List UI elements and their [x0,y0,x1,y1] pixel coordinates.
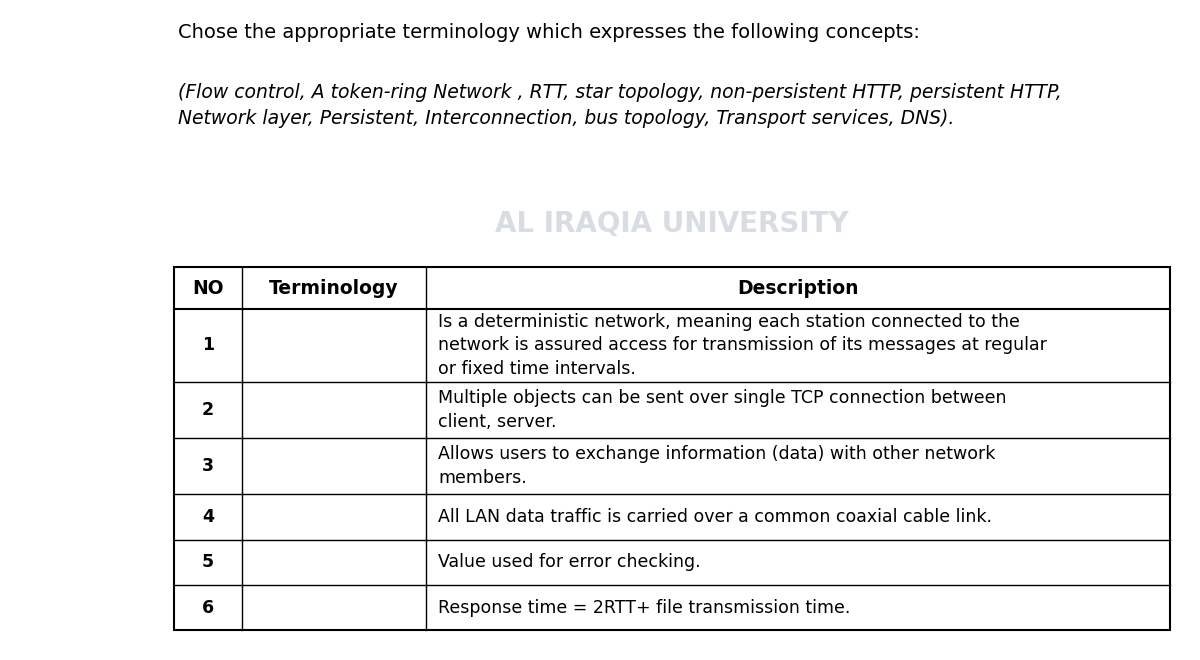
Text: 3: 3 [202,457,214,475]
Text: 6: 6 [202,599,214,616]
Bar [174,267,1170,630]
Text: Terminology: Terminology [269,279,398,298]
Text: All LAN data traffic is carried over a common coaxial cable link.: All LAN data traffic is carried over a c… [438,508,992,526]
Text: Chose the appropriate terminology which expresses the following concepts:: Chose the appropriate terminology which … [178,23,919,42]
Text: Multiple objects can be sent over single TCP connection between
client, server.: Multiple objects can be sent over single… [438,389,1007,430]
Text: Value used for error checking.: Value used for error checking. [438,553,701,572]
Text: 5: 5 [202,553,214,572]
Text: AL IRAQIA UNIVERSITY: AL IRAQIA UNIVERSITY [496,211,848,238]
Text: Is a deterministic network, meaning each station connected to the
network is ass: Is a deterministic network, meaning each… [438,313,1046,378]
Text: 1: 1 [202,337,214,354]
Text: Response time = 2RTT+ file transmission time.: Response time = 2RTT+ file transmission … [438,599,851,616]
Text: 4: 4 [202,508,214,526]
Text: Allows users to exchange information (data) with other network
members.: Allows users to exchange information (da… [438,446,995,487]
Text: 2: 2 [202,401,214,419]
Text: NO: NO [192,279,223,298]
Text: Description: Description [737,279,859,298]
Text: (Flow control, A token-ring Network , RTT, star topology, non-persistent HTTP, p: (Flow control, A token-ring Network , RT… [178,82,1061,128]
